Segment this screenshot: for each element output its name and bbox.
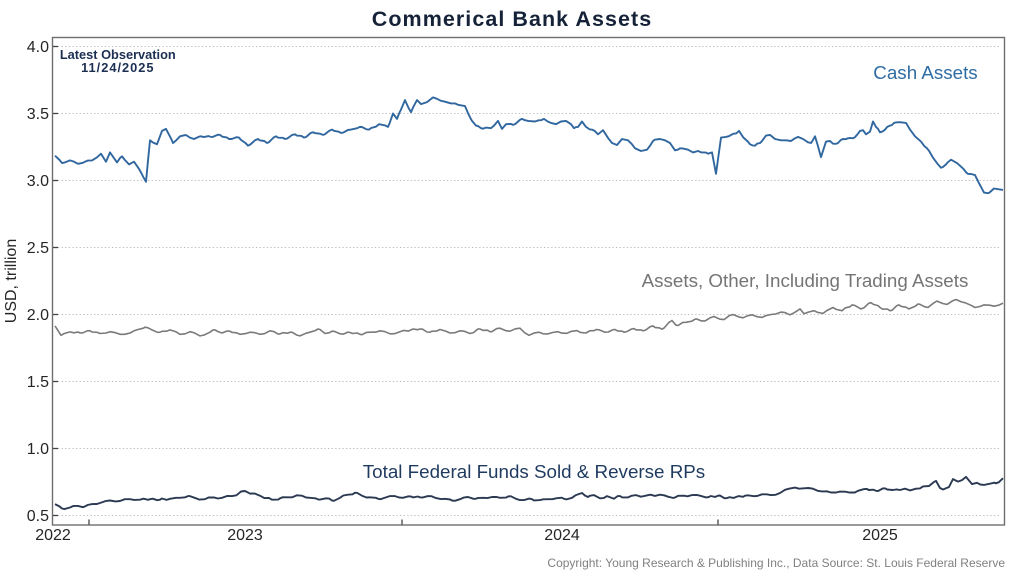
svg-text:2.0: 2.0 (27, 307, 49, 324)
svg-text:Assets, Other, Including Tradi: Assets, Other, Including Trading Assets (642, 270, 969, 291)
svg-text:2.5: 2.5 (27, 240, 49, 257)
svg-text:1.5: 1.5 (27, 374, 49, 391)
svg-text:USD, trillion: USD, trillion (3, 239, 20, 323)
svg-text:2022: 2022 (35, 527, 71, 544)
svg-text:11/24/2025: 11/24/2025 (81, 60, 154, 75)
svg-text:1.0: 1.0 (27, 441, 49, 458)
svg-text:Total Federal Funds Sold & Rev: Total Federal Funds Sold & Reverse RPs (363, 461, 705, 482)
svg-text:Latest Observation: Latest Observation (60, 47, 176, 62)
svg-text:3.5: 3.5 (27, 106, 49, 123)
svg-text:3.0: 3.0 (27, 173, 49, 190)
svg-text:2025: 2025 (862, 527, 898, 544)
svg-text:Cash Assets: Cash Assets (873, 62, 977, 83)
svg-text:4.0: 4.0 (27, 39, 49, 56)
svg-text:Commerical Bank Assets: Commerical Bank Assets (372, 7, 652, 31)
svg-text:2024: 2024 (544, 527, 580, 544)
svg-text:2023: 2023 (227, 527, 263, 544)
svg-text:0.5: 0.5 (27, 508, 49, 525)
svg-text:Copyright: Young Research & Pu: Copyright: Young Research & Publishing I… (547, 556, 1005, 570)
